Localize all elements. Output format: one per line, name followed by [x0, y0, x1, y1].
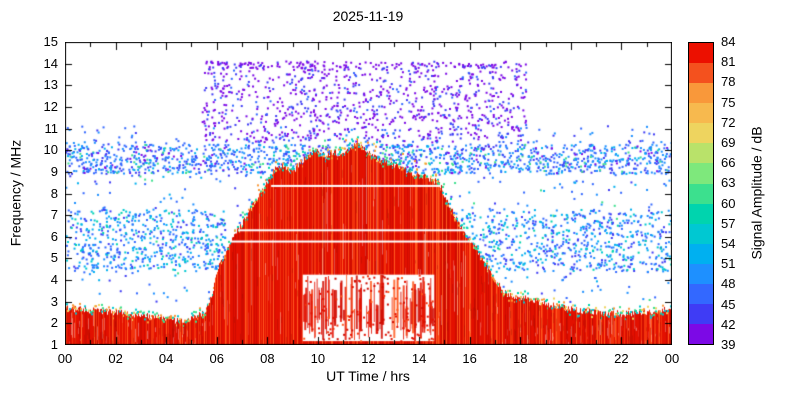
y-tick-label: 11 — [44, 120, 59, 136]
colorbar-tick-label: 42 — [721, 316, 736, 332]
colorbar-tick-label: 48 — [721, 276, 736, 292]
x-tick-label: 18 — [513, 351, 528, 366]
x-tick-label: 12 — [361, 351, 376, 366]
x-tick-label: 06 — [209, 351, 224, 366]
colorbar-tick-label: 69 — [721, 135, 736, 150]
y-tick-label: 14 — [43, 55, 58, 71]
y-tick-label: 6 — [50, 228, 58, 244]
x-tick-label: 04 — [158, 351, 174, 366]
colorbar-tick-label: 51 — [721, 256, 736, 272]
y-tick-label: 8 — [50, 185, 58, 201]
y-tick-label: 7 — [50, 207, 58, 223]
colorbar-segment — [689, 83, 713, 104]
colorbar-segment — [689, 303, 713, 324]
colorbar-tick-label: 45 — [721, 296, 736, 312]
x-tick-label: 22 — [614, 351, 629, 366]
y-tick-label: 1 — [50, 337, 58, 352]
x-tick-label: 10 — [310, 351, 326, 366]
colorbar-segment — [689, 43, 713, 64]
spectrogram-canvas — [65, 42, 672, 345]
colorbar — [688, 42, 714, 345]
colorbar-segment — [689, 63, 713, 84]
colorbar-tick-label: 54 — [721, 236, 736, 251]
colorbar-segment — [689, 123, 713, 144]
x-tick-label: 20 — [563, 351, 579, 366]
colorbar-segment — [689, 143, 713, 164]
colorbar-tick-label: 39 — [721, 337, 736, 352]
colorbar-tick-label: 66 — [721, 155, 736, 171]
colorbar-segment — [689, 183, 713, 204]
y-tick-label: 5 — [50, 250, 58, 266]
y-tick-label: 9 — [50, 163, 58, 179]
colorbar-tick-label: 63 — [721, 175, 736, 191]
colorbar-segment — [689, 163, 713, 184]
colorbar-segment — [689, 323, 713, 344]
colorbar-segment — [689, 263, 713, 284]
colorbar-tick-label: 84 — [721, 34, 736, 49]
y-tick-label: 10 — [43, 142, 58, 158]
colorbar-tick-label: 81 — [721, 54, 736, 70]
colorbar-segment — [689, 283, 713, 304]
chart-title: 2025-11-19 — [332, 8, 404, 24]
x-axis-label: UT Time / hrs — [326, 368, 410, 384]
x-tick-label: 16 — [462, 351, 477, 366]
colorbar-segment — [689, 203, 713, 224]
colorbar-segment — [689, 103, 713, 124]
y-tick-label: 2 — [50, 315, 58, 331]
colorbar-tick-label: 78 — [721, 74, 736, 90]
colorbar-segment — [689, 243, 713, 264]
colorbar-tick-label: 75 — [721, 94, 736, 110]
colorbar-segment — [689, 223, 713, 244]
colorbar-tick-label: 57 — [721, 215, 736, 231]
y-tick-label: 15 — [43, 34, 58, 49]
x-tick-label: 02 — [108, 351, 123, 366]
y-tick-label: 12 — [43, 98, 58, 114]
x-tick-label: 14 — [411, 351, 427, 366]
x-tick-label: 08 — [260, 351, 275, 366]
x-tick-label: 00 — [57, 351, 73, 366]
y-tick-label: 3 — [50, 293, 58, 309]
x-tick-label: 00 — [664, 351, 680, 366]
colorbar-tick-label: 60 — [721, 195, 736, 211]
y-tick-label: 13 — [43, 77, 58, 93]
colorbar-tick-label: 72 — [721, 114, 736, 130]
y-tick-label: 4 — [50, 272, 58, 288]
